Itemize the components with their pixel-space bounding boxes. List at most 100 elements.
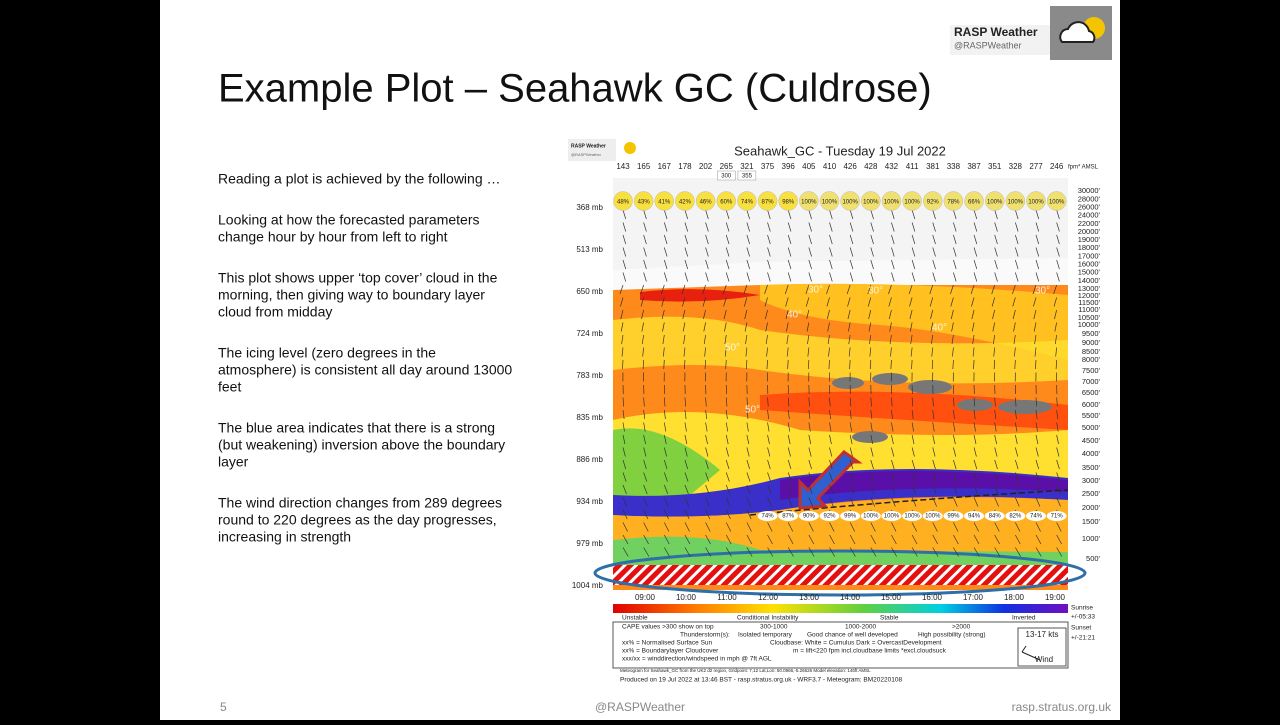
- paragraph-line: round to 220 degrees as the day progress…: [218, 512, 497, 528]
- altitude-label: 5000': [1082, 423, 1101, 432]
- bl-cloud-value: 100%: [884, 514, 900, 520]
- paragraph-line: The blue area indicates that there is a …: [218, 420, 495, 436]
- altitude-label: 1000': [1082, 534, 1101, 543]
- cloud-top-value: 60%: [720, 200, 733, 206]
- top-value: 178: [678, 162, 692, 171]
- altitude-label: 2000': [1082, 503, 1101, 512]
- time-label: 17:00: [963, 593, 984, 602]
- meteogram-logo: [568, 139, 616, 161]
- cloud: [852, 431, 888, 443]
- cloud-top-value: 66%: [968, 200, 981, 206]
- sun-label: Sunrise: [1071, 605, 1093, 612]
- meta-line: Meteogram for Seahawk_GC from the UK2 d2…: [620, 668, 871, 673]
- cloud-top-value: 46%: [700, 200, 713, 206]
- altitude-label: 14000': [1078, 276, 1101, 285]
- cloud: [998, 400, 1052, 414]
- time-label: 11:00: [717, 593, 737, 602]
- pressure-label: 934 mb: [576, 497, 603, 506]
- top-value: 375: [761, 162, 775, 171]
- legend-text: Isolated temporary: [738, 632, 793, 639]
- slide-title: Example Plot – Seahawk GC (Culdrose): [218, 67, 932, 111]
- legend-text: Cloudbase: White = Cumulus Dark = Overca…: [770, 640, 942, 647]
- legend-text: 1000-2000: [845, 624, 876, 631]
- bl-cloud-value: 100%: [904, 514, 920, 520]
- sun-label: +/-21:21: [1071, 635, 1095, 642]
- bl-cloud-value: 99%: [844, 514, 857, 520]
- altitude-label: 5500': [1082, 411, 1101, 420]
- altitude-label: 13000': [1078, 284, 1101, 293]
- cloud-top-value: 100%: [801, 200, 817, 206]
- bl-cloud-value: 74%: [1030, 514, 1043, 520]
- top-sub: 355: [742, 174, 753, 180]
- time-label: 14:00: [840, 593, 861, 602]
- legend-text: High possibility (strong): [918, 632, 986, 639]
- altitude-label: 8500': [1082, 347, 1101, 356]
- legend-text: xx% = Normalised Surface Sun: [622, 640, 713, 647]
- altitude-label: 22000': [1078, 219, 1101, 228]
- legend-text: Good chance of well developed: [807, 632, 898, 639]
- top-value: 410: [823, 162, 837, 171]
- logo-handle: @RASPWeather: [954, 40, 1022, 50]
- pressure-label: 1004 mb: [572, 581, 604, 590]
- pressure-label: 979 mb: [576, 539, 603, 548]
- page-number: 5: [220, 700, 227, 714]
- meteogram: [565, 137, 1112, 690]
- altitude-label: 9500': [1082, 329, 1101, 338]
- legend-text: 300-1000: [760, 624, 788, 631]
- temperature-label: 40°: [932, 323, 947, 334]
- top-value: 426: [843, 162, 857, 171]
- paragraph-line: change hour by hour from left to right: [218, 229, 448, 245]
- cloud-top-value: 41%: [658, 200, 671, 206]
- temperature-label: 30°: [1035, 286, 1050, 297]
- legend-text: xx% = Boundarylayer Cloudcover: [622, 648, 719, 655]
- top-value: 246: [1050, 162, 1064, 171]
- altitude-label: 4500': [1082, 436, 1101, 445]
- hatched-row: [613, 565, 1068, 585]
- logo-name: RASP Weather: [954, 25, 1038, 39]
- scale-label: Conditional Instability: [737, 615, 799, 622]
- paragraph-line: increasing in strength: [218, 529, 351, 545]
- altitude-label: 10500': [1078, 313, 1101, 322]
- altitude-label: 2500': [1082, 489, 1101, 498]
- legend-text: CAPE values >300 show on top: [622, 624, 714, 631]
- altitude-label: 3500': [1082, 463, 1101, 472]
- top-value: 381: [926, 162, 940, 171]
- altitude-label: 30000': [1078, 186, 1101, 195]
- scale-label: Inverted: [1012, 615, 1036, 622]
- cloud-top-value: 48%: [617, 200, 630, 206]
- footer-right: rasp.stratus.org.uk: [1012, 700, 1112, 714]
- paragraph-line: feet: [218, 379, 241, 395]
- top-value: 321: [740, 162, 754, 171]
- meteogram-logo-name: RASP Weather: [571, 143, 606, 149]
- time-label: 10:00: [676, 593, 697, 602]
- altitude-label: 4000': [1082, 449, 1101, 458]
- cloud-top-value: 100%: [1049, 200, 1065, 206]
- paragraph-line: morning, then giving way to boundary lay…: [218, 287, 485, 303]
- meteogram-logo-sun: [624, 142, 636, 154]
- pressure-label: 724 mb: [576, 329, 603, 338]
- pressure-label: 886 mb: [576, 455, 603, 464]
- paragraph-line: This plot shows upper ‘top cover’ cloud …: [218, 270, 498, 286]
- top-unit: fpm* AMSL: [1068, 165, 1099, 171]
- altitude-label: 17000': [1078, 251, 1101, 260]
- paragraph-line: layer: [218, 454, 249, 470]
- paragraph-line: atmosphere) is consistent all day around…: [218, 362, 512, 378]
- paragraph-line: The icing level (zero degrees in the: [218, 345, 436, 361]
- meteogram-logo-handle: @RASPWeather: [571, 152, 602, 157]
- top-value: 143: [616, 162, 630, 171]
- cloud-top-value: 43%: [638, 200, 651, 206]
- top-value: 202: [699, 162, 713, 171]
- time-label: 16:00: [922, 593, 943, 602]
- top-value: 165: [637, 162, 651, 171]
- top-value: 328: [1009, 162, 1023, 171]
- cloud-top-value: 100%: [904, 200, 920, 206]
- altitude-label: 28000': [1078, 194, 1101, 203]
- cloud-top-value: 100%: [987, 200, 1003, 206]
- top-value: 265: [720, 162, 734, 171]
- altitude-label: 7000': [1082, 377, 1101, 386]
- bl-cloud-value: 99%: [947, 514, 960, 520]
- time-label: 13:00: [799, 593, 820, 602]
- pressure-label: 783 mb: [576, 371, 603, 380]
- altitude-label: 6500': [1082, 388, 1101, 397]
- wind-speed: 13-17 kts: [1026, 630, 1059, 639]
